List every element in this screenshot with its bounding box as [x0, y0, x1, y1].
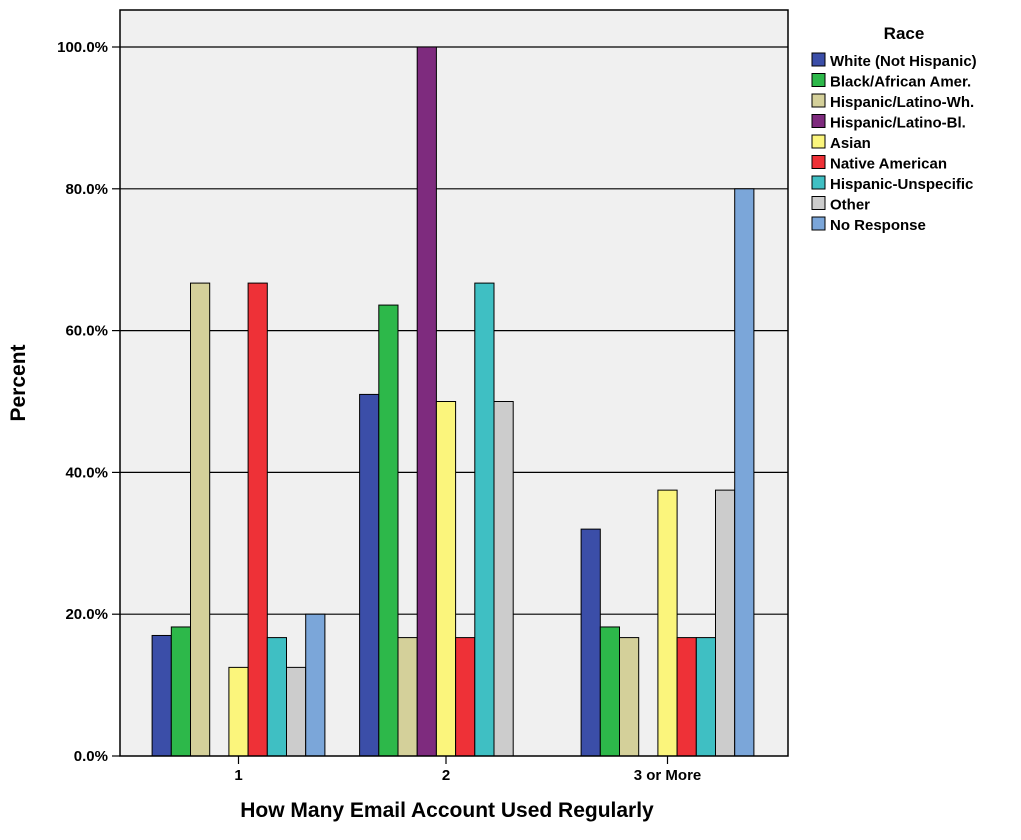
legend-label: White (Not Hispanic): [830, 53, 977, 70]
bar: [715, 489, 736, 757]
bar: [455, 637, 476, 757]
bar: [359, 393, 380, 757]
legend-label: Other: [830, 197, 870, 214]
bar: [247, 282, 268, 757]
bar: [416, 46, 437, 757]
legend-swatch: [811, 114, 826, 128]
bar: [435, 401, 457, 757]
legend-swatch: [811, 134, 826, 149]
bar: [734, 188, 755, 757]
legend-swatch: [811, 52, 826, 67]
bar: [676, 637, 697, 757]
legend-swatch: [811, 175, 826, 190]
legend-title: Race: [884, 24, 925, 43]
y-axis-ticks: 0.0% 20.0% 40.0% 60.0% 80.0% 100.0%: [57, 39, 120, 765]
y-tick-label: 80.0%: [65, 181, 108, 198]
legend: White (Not Hispanic) Black/African Amer. H…: [811, 52, 977, 234]
y-tick-label: 60.0%: [65, 323, 108, 340]
bar: [397, 637, 418, 757]
x-tick-label: 2: [442, 767, 450, 784]
bar: [493, 401, 514, 757]
bar: [305, 613, 326, 757]
bar: [695, 637, 716, 757]
legend-label: Hispanic/Latino-Bl.: [830, 115, 966, 132]
y-tick-label: 0.0%: [74, 748, 108, 765]
bar: [619, 637, 640, 757]
legend-swatch: [811, 196, 826, 210]
y-tick-label: 40.0%: [65, 464, 108, 481]
legend-swatch: [811, 73, 826, 87]
x-axis-title: How Many Email Account Used Regularly: [240, 799, 654, 822]
legend-label: Asian: [830, 135, 871, 152]
legend-label: Black/African Amer.: [830, 74, 971, 91]
legend-swatch: [811, 155, 826, 169]
legend-label: Native American: [830, 156, 947, 173]
bar: [266, 637, 287, 757]
bar: [286, 666, 307, 757]
bar: [580, 528, 601, 757]
legend-swatch: [811, 93, 826, 108]
plot-frame: [119, 9, 789, 757]
legend-label: No Response: [830, 217, 926, 234]
bar: [378, 304, 399, 757]
legend-swatch: [811, 216, 826, 231]
bar: [228, 666, 249, 757]
y-axis-title: Percent: [7, 344, 30, 421]
y-tick-label: 20.0%: [65, 606, 108, 623]
bar: [190, 282, 211, 757]
bar: [599, 626, 620, 757]
bar: [151, 634, 172, 757]
bar: [657, 489, 678, 757]
y-tick-label: 100.0%: [57, 39, 108, 56]
bar: [170, 626, 192, 757]
x-tick-label: 1: [234, 767, 242, 784]
x-axis-ticks: 1 2 3 or More: [234, 756, 701, 784]
x-tick-label: 3 or More: [634, 767, 702, 784]
bar: [474, 282, 495, 757]
legend-label: Hispanic-Unspecific: [830, 176, 973, 193]
legend-label: Hispanic/Latino-Wh.: [830, 94, 974, 111]
